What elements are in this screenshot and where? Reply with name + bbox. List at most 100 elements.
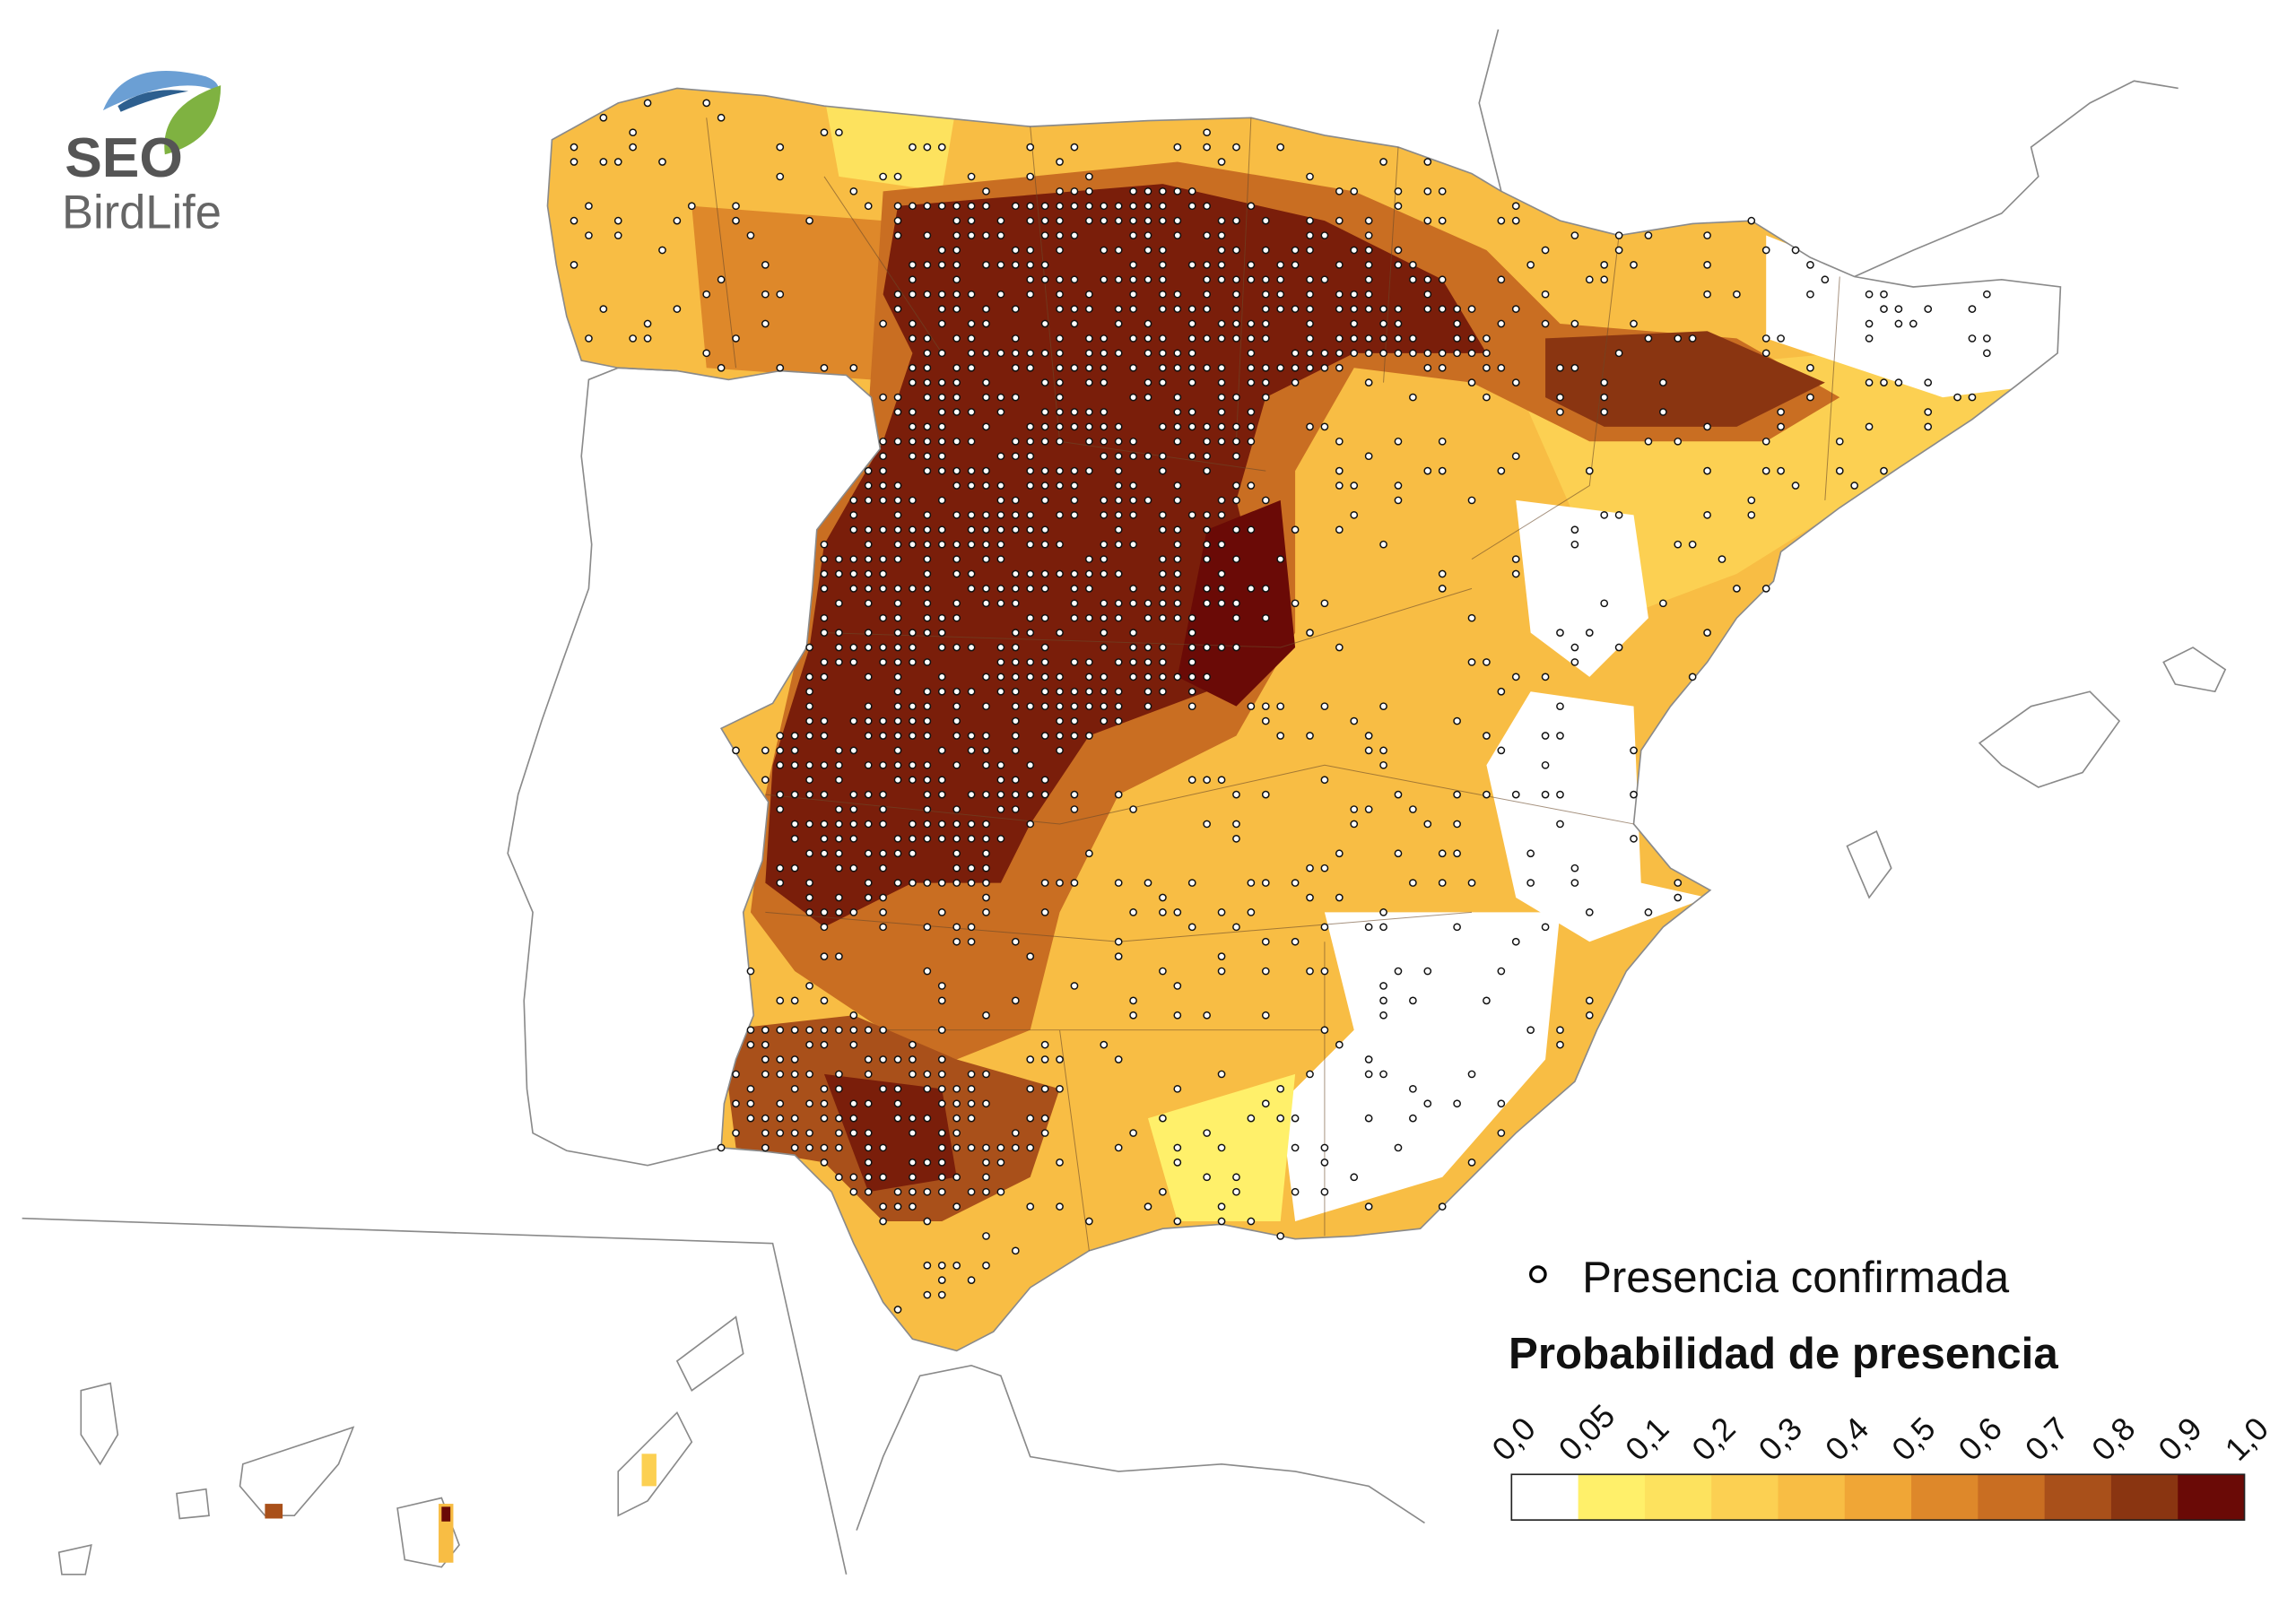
presence-dot <box>1556 790 1564 799</box>
presence-dot <box>1276 1232 1285 1240</box>
presence-dot <box>776 363 785 372</box>
presence-dot <box>805 1143 813 1152</box>
presence-dot <box>1100 1040 1109 1049</box>
presence-dot <box>1276 363 1285 372</box>
presence-dot <box>849 496 858 505</box>
presence-dot <box>1070 658 1079 666</box>
presence-dot <box>1379 996 1387 1005</box>
presence-dot <box>879 864 887 872</box>
inset-border <box>22 1217 848 1575</box>
presence-dot <box>1217 363 1226 372</box>
presence-dot <box>937 408 946 416</box>
presence-dot <box>1085 422 1093 431</box>
presence-dot <box>1217 319 1226 328</box>
presence-dot <box>1217 437 1226 446</box>
presence-dot <box>1232 246 1240 255</box>
presence-dot <box>820 1026 829 1035</box>
presence-dot <box>1394 496 1403 505</box>
presence-dot <box>1247 482 1256 490</box>
presence-dot <box>1409 334 1417 343</box>
presence-dot <box>952 716 961 725</box>
presence-dot <box>1056 879 1064 887</box>
presence-dot <box>1085 613 1093 622</box>
presence-dot <box>893 643 902 652</box>
presence-dot <box>879 466 887 475</box>
presence-dot <box>1085 658 1093 666</box>
presence-dot <box>1203 143 1211 152</box>
presence-dot <box>1614 643 1623 652</box>
presence-dot <box>937 540 946 549</box>
presence-dot <box>1394 349 1403 358</box>
presence-dot <box>937 349 946 358</box>
presence-dot <box>1026 1143 1035 1152</box>
presence-dot <box>820 716 829 725</box>
presence-dot <box>1114 687 1123 696</box>
presence-dot <box>952 760 961 769</box>
presence-dot <box>893 613 902 622</box>
presence-dot <box>1423 216 1432 225</box>
presence-dot <box>1291 246 1300 255</box>
presence-dot <box>1364 305 1373 313</box>
presence-dot <box>1100 378 1109 387</box>
presence-dot <box>909 1173 917 1182</box>
presence-dot <box>1070 569 1079 578</box>
presence-dot <box>1379 334 1387 343</box>
presence-dot <box>1026 482 1035 490</box>
presence-dot <box>909 849 917 858</box>
presence-dot <box>1011 452 1020 461</box>
presence-dot <box>1026 246 1035 255</box>
presence-dot <box>1777 334 1785 343</box>
presence-dot <box>1011 437 1020 446</box>
presence-dot <box>820 585 829 593</box>
presence-dot <box>937 790 946 799</box>
presence-dot <box>1203 540 1211 549</box>
presence-dot <box>923 393 932 402</box>
presence-dot <box>1261 319 1270 328</box>
presence-dot <box>1364 290 1373 299</box>
presence-dot <box>1497 363 1506 372</box>
logo-leaf <box>164 85 222 155</box>
presence-dot <box>1453 1099 1461 1108</box>
presence-dot <box>1409 805 1417 813</box>
presence-dot <box>996 658 1005 666</box>
presence-dot <box>982 393 990 402</box>
presence-dot <box>952 216 961 225</box>
presence-dot <box>1983 334 1991 343</box>
presence-dot <box>1350 510 1359 519</box>
presence-dot <box>820 1159 829 1167</box>
presence-dot <box>1100 246 1109 255</box>
presence-dot <box>1320 231 1329 239</box>
presence-dot <box>909 835 917 843</box>
presence-dot <box>923 231 932 239</box>
presence-dot <box>1570 864 1579 872</box>
presence-dot <box>1070 716 1079 725</box>
presence-dot <box>1085 378 1093 387</box>
presence-dot <box>1306 319 1314 328</box>
presence-dot <box>1070 422 1079 431</box>
presence-dot <box>1144 687 1152 696</box>
presence-dot <box>1306 305 1314 313</box>
presence-dot <box>864 1129 873 1137</box>
presence-dot <box>1614 349 1623 358</box>
presence-dot <box>1114 202 1123 211</box>
presence-dot <box>1306 363 1314 372</box>
presence-dot <box>776 290 785 299</box>
presence-dot <box>982 1099 990 1108</box>
presence-dot <box>1423 305 1432 313</box>
presence-dot <box>1011 1246 1020 1255</box>
presence-dot <box>1600 408 1609 416</box>
presence-dot <box>1232 290 1240 299</box>
presence-dot <box>1100 275 1109 284</box>
presence-dot <box>1203 555 1211 563</box>
legend-presence: Presencia confirmada <box>1582 1253 2010 1302</box>
presence-dot <box>570 158 578 166</box>
presence-dot <box>1100 202 1109 211</box>
presence-dot <box>967 172 976 181</box>
presence-dot <box>805 893 813 902</box>
presence-dot <box>1483 996 1491 1005</box>
presence-dot <box>1011 702 1020 711</box>
presence-dot <box>909 629 917 637</box>
presence-dot <box>893 305 902 313</box>
presence-dot <box>1865 422 1874 431</box>
presence-dot <box>732 1129 740 1137</box>
